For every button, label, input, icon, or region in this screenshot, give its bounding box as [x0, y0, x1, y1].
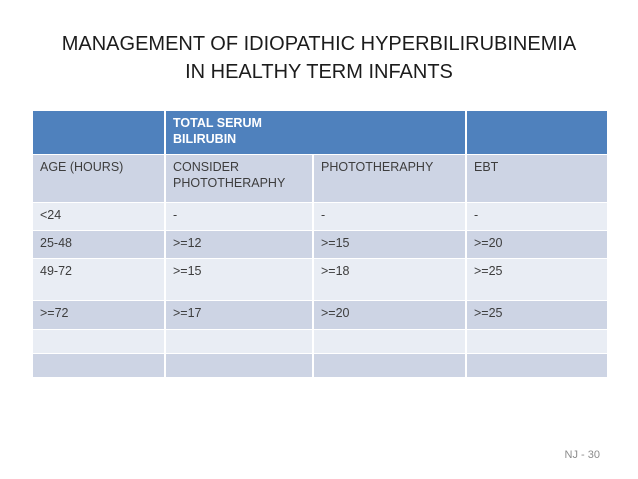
- cell-empty: [312, 353, 467, 378]
- cell-empty: [465, 353, 607, 378]
- cell-empty: [465, 329, 607, 354]
- cell-value: -: [312, 202, 467, 231]
- cell-blank: [465, 110, 607, 155]
- cell-blank: [33, 110, 166, 155]
- cell-empty: [33, 353, 166, 378]
- table-row-empty: [33, 353, 607, 378]
- table-row: 49-72 >=15 >=18 >=25: [33, 258, 607, 301]
- bilirubin-table: TOTAL SERUM BILIRUBIN AGE (HOURS) CONSID…: [33, 110, 607, 378]
- cell-total-serum-bilirubin: TOTAL SERUM BILIRUBIN: [164, 110, 467, 155]
- cell-value: >=18: [312, 258, 467, 301]
- cell-value: >=17: [164, 300, 314, 330]
- cell-value: >=25: [465, 258, 607, 301]
- cell-value: >=20: [312, 300, 467, 330]
- column-header-phototherapy: PHOTOTHERAPHY: [312, 154, 467, 203]
- cell-age: <24: [33, 202, 166, 231]
- cell-age: >=72: [33, 300, 166, 330]
- cell-value: >=15: [164, 258, 314, 301]
- column-header-consider-phototherapy: CONSIDER PHOTOTHERAPHY: [164, 154, 314, 203]
- cell-value: >=15: [312, 230, 467, 259]
- table-row-empty: [33, 329, 607, 354]
- table-row: <24 - - -: [33, 202, 607, 231]
- cell-age: 25-48: [33, 230, 166, 259]
- cell-age: 49-72: [33, 258, 166, 301]
- table-row-column-headers: AGE (HOURS) CONSIDER PHOTOTHERAPHY PHOTO…: [33, 154, 607, 203]
- cell-value: -: [164, 202, 314, 231]
- cell-value: >=12: [164, 230, 314, 259]
- slide-number-footer: NJ - 30: [564, 449, 600, 461]
- cell-value: >=20: [465, 230, 607, 259]
- slide-title: MANAGEMENT OF IDIOPATHIC HYPERBILIRUBINE…: [61, 33, 577, 83]
- cell-value: >=25: [465, 300, 607, 330]
- cell-empty: [312, 329, 467, 354]
- cell-empty: [164, 353, 314, 378]
- column-header-age: AGE (HOURS): [33, 154, 166, 203]
- cell-value: -: [465, 202, 607, 231]
- table-row-top-header: TOTAL SERUM BILIRUBIN: [33, 110, 607, 155]
- cell-empty: [33, 329, 166, 354]
- table-row: 25-48 >=12 >=15 >=20: [33, 230, 607, 259]
- table-row: >=72 >=17 >=20 >=25: [33, 300, 607, 330]
- cell-empty: [164, 329, 314, 354]
- column-header-ebt: EBT: [465, 154, 607, 203]
